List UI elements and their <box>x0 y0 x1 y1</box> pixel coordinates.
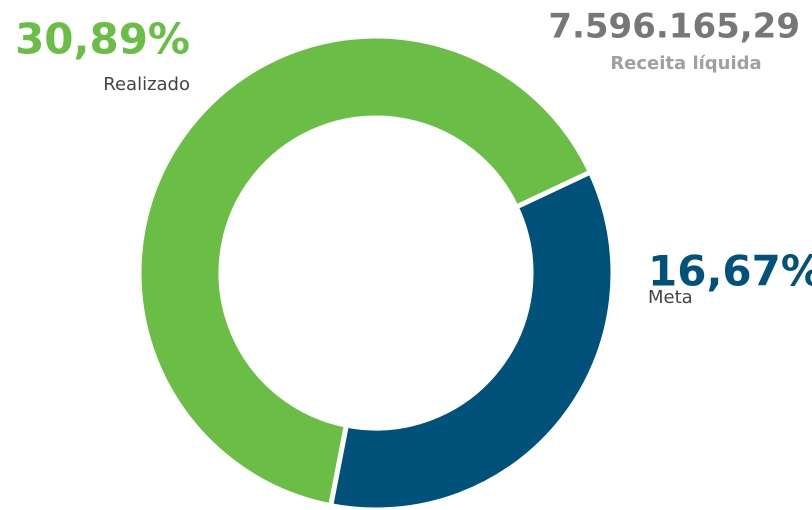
value-label: 30,89% <box>15 15 190 64</box>
donut-slice <box>136 33 594 509</box>
kpi-caption: Receita líquida <box>610 53 761 74</box>
kpi-value: 7.596.165,29 <box>548 7 800 47</box>
category-label: Realizado <box>103 74 190 95</box>
value-label: 16,67% <box>648 247 812 296</box>
donut-slice <box>327 168 616 510</box>
category-label: Meta <box>648 287 693 308</box>
